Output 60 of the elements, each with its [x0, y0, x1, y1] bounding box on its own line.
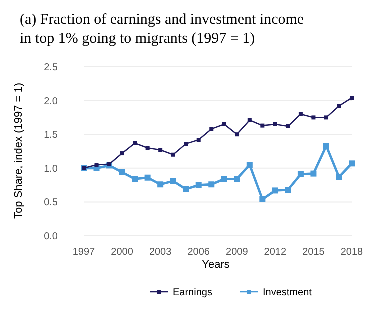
y-axis-title: Top Share, index (1997 = 1): [13, 82, 25, 220]
point: [183, 186, 190, 192]
point: [323, 143, 330, 150]
point: [158, 182, 164, 188]
point: [94, 163, 99, 168]
chart-subtitle: in top 1% going to migrants (1997 = 1): [20, 31, 256, 47]
x-tick-label: 2018: [340, 247, 364, 258]
point: [144, 174, 151, 181]
y-tick-label: 2.5: [44, 62, 58, 74]
point: [246, 162, 253, 168]
point: [184, 142, 188, 146]
legend-label: Investment: [263, 288, 312, 298]
point: [337, 104, 342, 108]
point: [324, 116, 328, 120]
legend-label: Earnings: [173, 288, 212, 298]
chart-title: (a) Fraction of earnings and investment income: [20, 12, 304, 28]
point: [133, 141, 138, 146]
point: [260, 124, 265, 128]
point: [171, 152, 176, 157]
point: [196, 182, 202, 188]
point: [350, 96, 354, 100]
y-tick-label: 0.5: [44, 198, 58, 209]
point: [248, 118, 252, 122]
point: [235, 132, 240, 137]
point: [146, 146, 150, 150]
point: [132, 176, 138, 182]
point: [222, 122, 226, 126]
point: [273, 122, 278, 126]
point: [298, 112, 303, 116]
point: [312, 116, 316, 120]
y-tick-label: 2.0: [44, 96, 58, 108]
point: [119, 169, 126, 176]
point: [298, 171, 304, 178]
point: [170, 178, 176, 184]
x-tick-label: 2015: [302, 247, 326, 258]
x-tick-label: 1997: [72, 247, 96, 258]
point: [310, 170, 317, 177]
x-tick-label: 2006: [188, 247, 210, 258]
point: [210, 127, 214, 132]
point: [196, 138, 201, 142]
x-tick-label: 2003: [149, 247, 172, 258]
point: [272, 188, 278, 194]
point: [208, 182, 215, 188]
x-tick-label: 2000: [111, 247, 134, 258]
point: [260, 196, 266, 202]
point: [120, 152, 124, 156]
x-axis-title: Years: [202, 259, 230, 271]
point: [336, 174, 342, 180]
point: [286, 124, 290, 128]
point: [108, 162, 112, 166]
point: [221, 176, 228, 182]
point: [285, 187, 292, 194]
y-tick-label: 0.0: [44, 232, 58, 242]
point: [234, 176, 240, 182]
point: [349, 160, 355, 167]
y-tick-label: 1.5: [44, 130, 58, 142]
y-tick-label: 1.0: [44, 164, 58, 175]
x-tick-label: 2012: [264, 247, 287, 258]
x-tick-label: 2009: [226, 247, 249, 258]
point: [158, 148, 163, 152]
